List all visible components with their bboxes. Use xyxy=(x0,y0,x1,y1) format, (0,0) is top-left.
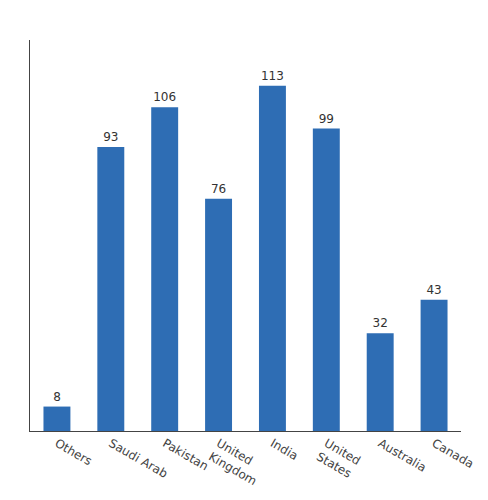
svg-text:Pakistan: Pakistan xyxy=(160,436,211,473)
svg-text:76: 76 xyxy=(211,182,226,196)
svg-text:Others: Others xyxy=(52,436,94,468)
svg-text:UnitedStates: UnitedStates xyxy=(314,436,363,481)
svg-text:Canada: Canada xyxy=(430,436,477,471)
svg-text:113: 113 xyxy=(261,69,284,83)
svg-text:India: India xyxy=(268,436,301,463)
svg-text:Australia: Australia xyxy=(376,436,429,475)
svg-text:Saudi Arab: Saudi Arab xyxy=(106,436,170,481)
svg-text:UnitedKingdom: UnitedKingdom xyxy=(206,436,267,488)
svg-text:99: 99 xyxy=(319,112,334,126)
svg-text:93: 93 xyxy=(103,130,118,144)
svg-text:8: 8 xyxy=(53,390,61,404)
svg-text:106: 106 xyxy=(153,90,176,104)
svg-text:32: 32 xyxy=(373,316,388,330)
svg-text:43: 43 xyxy=(426,283,441,297)
